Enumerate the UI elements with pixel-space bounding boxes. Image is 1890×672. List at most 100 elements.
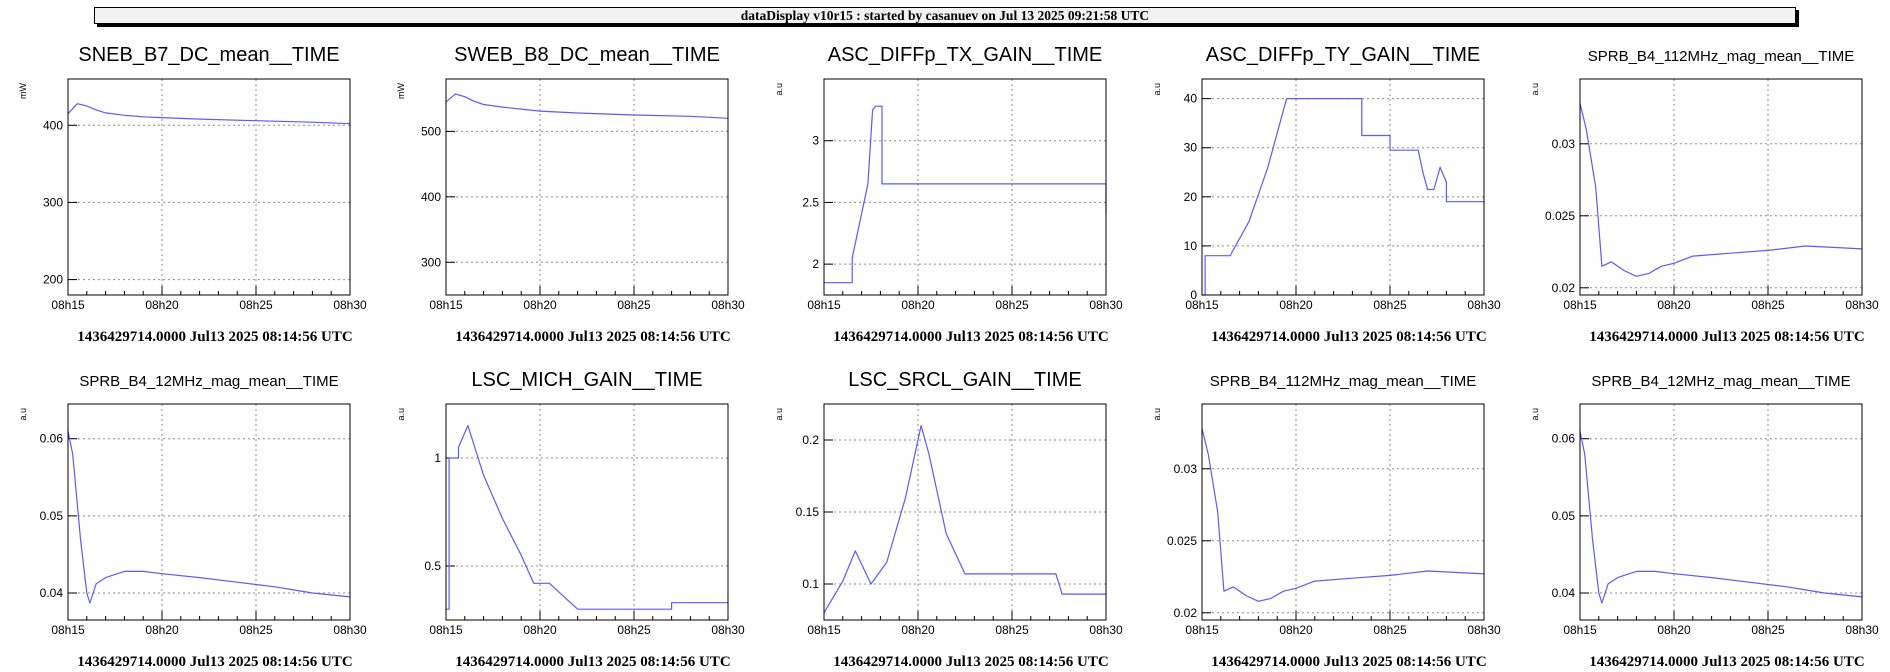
y-tick-label: 0.05 <box>40 509 64 523</box>
chart-panel: SPRB_B4_12MHz_mag_mean__TIME a.u 08h15 08h2… <box>18 373 367 670</box>
chart-panel: SWEB_B8_DC_mean__TIME mW 08h15 08h20 08h25 08… <box>396 44 745 345</box>
chart-panel: SPRB_B4_112MHz_mag_mean__TIME a.u 08h15 08h… <box>1530 48 1879 345</box>
chart-panel: ASC_DIFFp_TX_GAIN__TIME a.u 08h15 08h20 08h2… <box>774 44 1123 345</box>
y-tick-label: 200 <box>43 273 63 287</box>
x-tick-label: 08h30 <box>1845 623 1879 637</box>
y-tick-label: 20 <box>1184 190 1198 204</box>
y-tick-label: 0.04 <box>40 586 64 600</box>
footer-timestamp: 1436429714.0000 Jul13 2025 08:14:56 UTC <box>833 654 1108 670</box>
plot-frame <box>1201 78 1485 296</box>
y-tick-label: 0.03 <box>1174 462 1198 476</box>
x-tick-label: 08h25 <box>995 623 1029 637</box>
y-unit-label: a.u <box>1530 408 1540 421</box>
x-tick-label: 08h25 <box>617 298 651 312</box>
y-unit-label: a.u <box>396 408 406 421</box>
x-tick-label: 08h20 <box>901 298 935 312</box>
series-line <box>67 430 351 604</box>
series-line <box>1579 430 1863 604</box>
y-tick-label: 0.03 <box>1552 137 1576 151</box>
footer-timestamp: 1436429714.0000 Jul13 2025 08:14:56 UTC <box>455 654 730 670</box>
series-line <box>1579 103 1863 277</box>
x-tick-label: 08h15 <box>51 623 85 637</box>
chart-title: SPRB_B4_112MHz_mag_mean__TIME <box>1588 48 1855 65</box>
x-tick-label: 08h20 <box>1279 623 1313 637</box>
plot-frame <box>1201 403 1485 621</box>
x-tick-label: 08h25 <box>239 623 273 637</box>
y-unit-label: a.u <box>1152 408 1162 421</box>
x-tick-label: 08h15 <box>1185 298 1219 312</box>
x-tick-label: 08h20 <box>901 623 935 637</box>
y-tick-label: 2 <box>812 257 819 271</box>
chart-panel: SNEB_B7_DC_mean__TIME mW 08h15 08h20 08h25 08… <box>18 44 367 345</box>
x-tick-label: 08h30 <box>1089 623 1123 637</box>
x-tick-label: 08h20 <box>523 623 557 637</box>
x-tick-label: 08h25 <box>1373 298 1407 312</box>
header-bar: dataDisplay v10r15 : started by casanuev… <box>94 7 1796 24</box>
x-tick-label: 08h30 <box>333 623 367 637</box>
footer-timestamp: 1436429714.0000 Jul13 2025 08:14:56 UTC <box>833 329 1108 345</box>
y-unit-label: a.u <box>774 83 784 96</box>
y-tick-label: 1 <box>434 451 441 465</box>
y-tick-label: 40 <box>1184 92 1198 106</box>
y-tick-label: 400 <box>43 118 63 132</box>
y-unit-label: a.u <box>1530 83 1540 96</box>
y-tick-label: 0.15 <box>796 505 820 519</box>
y-tick-label: 2.5 <box>802 195 819 209</box>
series-line <box>446 425 728 610</box>
chart-panel: SPRB_B4_12MHz_mag_mean__TIME a.u 08h15 08h2… <box>1530 373 1879 670</box>
y-tick-label: 400 <box>421 190 441 204</box>
y-unit-label: a.u <box>1152 83 1162 96</box>
footer-timestamp: 1436429714.0000 Jul13 2025 08:14:56 UTC <box>1211 654 1486 670</box>
x-tick-label: 08h25 <box>239 298 273 312</box>
plot-frame <box>1579 403 1863 621</box>
y-unit-label: a.u <box>774 408 784 421</box>
chart-title: ASC_DIFFp_TY_GAIN__TIME <box>1206 44 1481 66</box>
footer-timestamp: 1436429714.0000 Jul13 2025 08:14:56 UTC <box>1589 329 1864 345</box>
chart-title: SWEB_B8_DC_mean__TIME <box>454 44 720 66</box>
chart-panel: LSC_MICH_GAIN__TIME a.u 08h15 08h20 08h25 08h… <box>396 369 745 670</box>
chart-title: ASC_DIFFp_TX_GAIN__TIME <box>828 44 1103 66</box>
x-tick-label: 08h30 <box>711 298 745 312</box>
x-tick-label: 08h30 <box>1089 298 1123 312</box>
y-tick-label: 0.06 <box>40 432 64 446</box>
series-line <box>823 425 1106 614</box>
y-tick-label: 0.06 <box>1552 432 1576 446</box>
y-tick-label: 0.025 <box>1545 209 1575 223</box>
y-tick-label: 0.02 <box>1174 606 1198 620</box>
x-tick-label: 08h30 <box>1845 298 1879 312</box>
y-tick-label: 300 <box>43 195 63 209</box>
y-tick-label: 0 <box>1190 288 1197 302</box>
x-tick-label: 08h30 <box>711 623 745 637</box>
x-tick-label: 08h15 <box>429 298 463 312</box>
chart-panel: LSC_SRCL_GAIN__TIME a.u 08h15 08h20 08h25 08h… <box>774 369 1123 670</box>
series-line <box>445 93 729 119</box>
x-tick-label: 08h15 <box>807 623 841 637</box>
y-tick-label: 0.2 <box>802 433 819 447</box>
x-tick-label: 08h25 <box>1751 623 1785 637</box>
series-line <box>824 105 1107 284</box>
y-tick-label: 3 <box>812 134 819 148</box>
y-tick-label: 0.025 <box>1167 534 1197 548</box>
chart-title: LSC_SRCL_GAIN__TIME <box>848 369 1081 391</box>
y-tick-label: 10 <box>1184 239 1198 253</box>
chart-panel: ASC_DIFFp_TY_GAIN__TIME a.u 08h15 08h20 08h2… <box>1152 44 1501 345</box>
x-tick-label: 08h20 <box>145 298 179 312</box>
y-tick-label: 0.5 <box>424 559 441 573</box>
chart-title: SPRB_B4_112MHz_mag_mean__TIME <box>1210 373 1477 390</box>
footer-timestamp: 1436429714.0000 Jul13 2025 08:14:56 UTC <box>77 329 352 345</box>
plot-frame <box>445 403 729 621</box>
chart-title: SNEB_B7_DC_mean__TIME <box>78 44 339 66</box>
x-tick-label: 08h20 <box>1657 623 1691 637</box>
header-title: dataDisplay v10r15 : started by casanuev… <box>740 8 1150 23</box>
footer-timestamp: 1436429714.0000 Jul13 2025 08:14:56 UTC <box>455 329 730 345</box>
series-line <box>1202 97 1484 296</box>
x-tick-label: 08h25 <box>995 298 1029 312</box>
x-tick-label: 08h15 <box>1185 623 1219 637</box>
series-line <box>1201 428 1485 602</box>
y-unit-label: mW <box>396 83 406 99</box>
chart-title: SPRB_B4_12MHz_mag_mean__TIME <box>1591 373 1850 390</box>
x-tick-label: 08h20 <box>145 623 179 637</box>
footer-timestamp: 1436429714.0000 Jul13 2025 08:14:56 UTC <box>77 654 352 670</box>
y-tick-label: 0.05 <box>1552 509 1576 523</box>
